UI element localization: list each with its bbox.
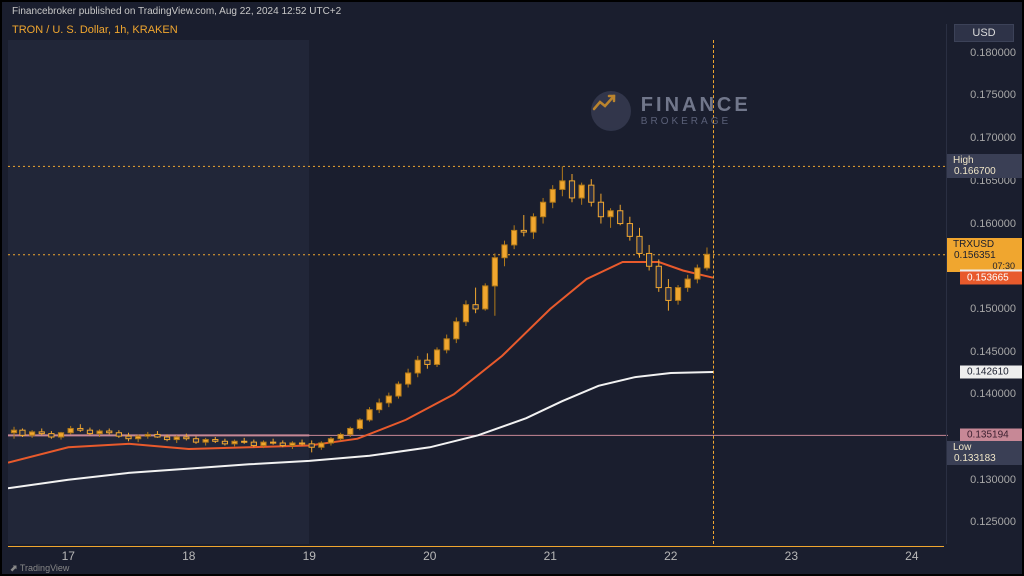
price-tick: 0.170000 [970, 132, 1016, 144]
chart-canvas [8, 40, 948, 548]
symbol-label: TRON / U. S. Dollar, 1h, KRAKEN [12, 24, 178, 36]
price-tick: 0.130000 [970, 474, 1016, 486]
price-tick: 0.125000 [970, 516, 1016, 528]
price-tick: 0.150000 [970, 303, 1016, 315]
publish-info: Financebroker published on TradingView.c… [12, 6, 341, 17]
price-tick: 0.140000 [970, 388, 1016, 400]
watermark-line2: BROKERAGE [641, 117, 751, 127]
chart-area[interactable]: FINANCE BROKERAGE [8, 40, 944, 544]
price-tick: 0.160000 [970, 218, 1016, 230]
price-tick: 0.180000 [970, 47, 1016, 59]
price-tag: 0.153665 [960, 271, 1022, 284]
time-axis[interactable]: 17 18 19 20 21 22 23 24 [8, 546, 944, 564]
time-tick: 22 [664, 549, 677, 563]
price-axis-header: USD [954, 24, 1014, 42]
time-tick: 18 [182, 549, 195, 563]
tradingview-footer: ⬈ TradingView [10, 563, 69, 574]
price-tick: 0.175000 [970, 89, 1016, 101]
watermark-line1: FINANCE [641, 95, 751, 115]
watermark: FINANCE BROKERAGE [591, 91, 751, 131]
time-tick: 17 [62, 549, 75, 563]
price-tick: 0.145000 [970, 346, 1016, 358]
time-tick: 19 [303, 549, 316, 563]
price-tag: TRXUSD0.15635107:30 [947, 238, 1022, 272]
price-axis[interactable]: 0.1250000.1300000.1350000.1400000.145000… [946, 24, 1022, 544]
price-tag: 0.142610 [960, 366, 1022, 379]
price-tag: High0.166700 [947, 154, 1022, 178]
time-tick: 20 [423, 549, 436, 563]
time-tick: 23 [785, 549, 798, 563]
price-tag: Low0.133183 [947, 441, 1022, 465]
time-tick: 24 [905, 549, 918, 563]
time-tick: 21 [544, 549, 557, 563]
watermark-icon [591, 91, 631, 131]
